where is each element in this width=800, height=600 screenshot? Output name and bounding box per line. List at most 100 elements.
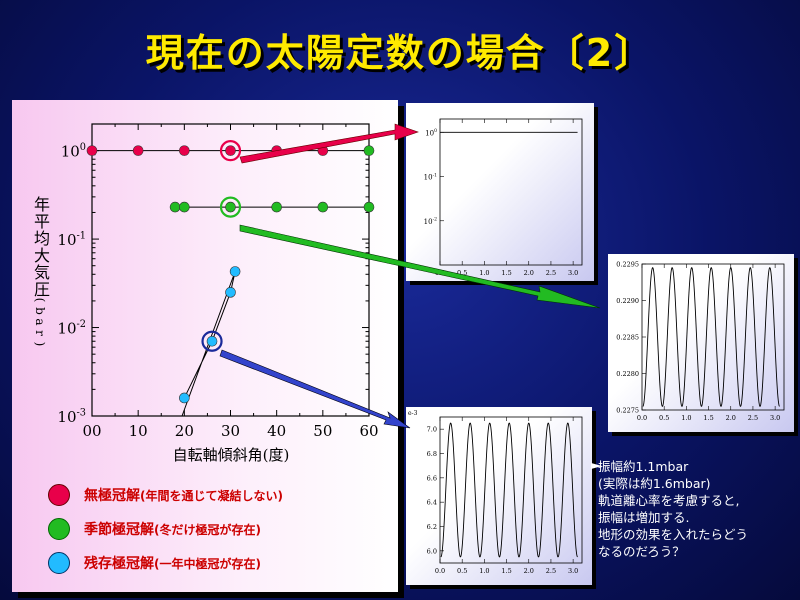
inset-x-tick-label: 0.5 [457, 567, 467, 575]
data-point-series-0 [225, 145, 236, 156]
legend-label-0: 無極冠解 [84, 488, 140, 504]
inset-x-tick-label: 3.0 [770, 414, 780, 422]
data-point-series-1 [179, 201, 190, 213]
inset-x-tick-label: 0.0 [435, 567, 445, 575]
ylabel-char: r [33, 330, 47, 336]
annotation-note: 振幅約1.1mbar (実際は約1.6mbar) 軌道離心率を考慮すると, 振幅… [598, 458, 798, 560]
data-point-series-2 [225, 287, 236, 298]
ylabel-char: 気 [34, 263, 50, 282]
highlight-ring-2 [201, 330, 223, 352]
data-point-series-1 [363, 201, 375, 213]
inset-x-tick-label: 3.0 [568, 567, 578, 575]
inset1-svg: 0.0 0.5 1.0 1.5 2.0 2.5 3.0 100 10-1 10-2 [424, 118, 583, 277]
inset-frame [439, 416, 583, 564]
inset-y-tick-label: 0.2280 [616, 370, 639, 378]
y-tick-label: 10-3 [57, 407, 86, 426]
inset-chart-3: 0.0 0.5 1.0 1.5 2.0 2.5 3.0 6.0 6.2 6.4 6.6 6.8 7.0 e… [406, 407, 592, 585]
x-tick-label: 40 [267, 422, 286, 440]
inset-y-tick-label: 0.2290 [616, 297, 639, 305]
inset-y-tick-label: 6.8 [427, 450, 437, 458]
note-line: 地形の効果を入れたらどう [598, 527, 749, 542]
data-point-series-0 [271, 145, 282, 156]
data-point-series-1 [169, 201, 181, 213]
data-point-series-1 [317, 201, 329, 213]
data-point-series-2 [229, 266, 241, 277]
inset-x-tick-label: 2.5 [546, 567, 556, 575]
data-point-series-2 [206, 335, 218, 347]
ylabel-char: 均 [34, 229, 50, 248]
inset-x-tick-label: 1.0 [479, 567, 489, 575]
ylabel-char: ( [33, 298, 47, 303]
slide-title: 現在の太陽定数の場合〔2〕 [145, 31, 655, 75]
legend: 無極冠解(年間を通じて凝結しない) 季節極冠解(冬だけ極冠が存在) 残存極冠解(… [48, 478, 283, 580]
inset-x-tick-label: 2.5 [748, 414, 758, 422]
inset-y-tick-label: 10-1 [424, 172, 437, 181]
legend-dot-icon [48, 484, 70, 506]
data-point-series-0 [132, 145, 144, 156]
legend-note-0: (年間を通じて凝結しない) [140, 489, 283, 503]
x-tick-label: 50 [313, 422, 332, 440]
inset-y-tick-label: 6.4 [427, 499, 437, 507]
inset-chart-1: 0.0 0.5 1.0 1.5 2.0 2.5 3.0 100 10-1 10-2 [406, 103, 594, 281]
inset-x-tick-label: 2.5 [546, 269, 556, 277]
inset-y-tick-label: 6.6 [427, 474, 437, 482]
legend-label-1: 季節極冠解 [84, 522, 154, 538]
inset-x-tick-label: 0.5 [457, 269, 467, 277]
data-point-series-2 [179, 392, 190, 404]
inset-x-tick-label: 0.0 [637, 414, 647, 422]
ylabel-char: 年 [34, 195, 50, 214]
x-tick-label: 20 [175, 422, 194, 440]
inset-x-tick-label: 1.0 [479, 269, 489, 277]
inset-x-tick-label: 1.5 [703, 414, 713, 422]
inset-chart-2: 0.0 0.5 1.0 1.5 2.0 2.5 3.0 0.2275 0.2280 0.2285 0… [608, 254, 794, 432]
legend-item-0: 無極冠解(年間を通じて凝結しない) [48, 478, 283, 512]
ylabel-char: b [33, 307, 47, 315]
inset2-svg: 0.0 0.5 1.0 1.5 2.0 2.5 3.0 0.2275 0.2280 0.2285 0… [616, 261, 785, 422]
inset-frame [439, 118, 583, 266]
ylabel-char: ) [33, 342, 47, 347]
legend-item-1: 季節極冠解(冬だけ極冠が存在) [48, 512, 283, 546]
ylabel-char: 圧 [34, 280, 50, 299]
x-tick-label: 10 [129, 422, 148, 440]
inset-y-tick-label: 6.2 [427, 523, 437, 531]
inset-x-tick-label: 2.0 [726, 414, 736, 422]
inset-x-tick-label: 1.0 [681, 414, 691, 422]
legend-dot-icon [48, 552, 70, 574]
data-point-series-1 [225, 201, 236, 213]
data-point-series-1 [363, 145, 375, 156]
legend-note-2: (一年中極冠が存在) [154, 557, 261, 571]
inset-y-tick-label: 7.0 [427, 426, 437, 434]
inset-x-tick-label: 2.0 [524, 269, 534, 277]
x-tick-label: 00 [82, 422, 101, 440]
inset-x-tick-label: 1.5 [501, 567, 511, 575]
legend-dot-icon [48, 518, 70, 540]
oscillation-series-line [642, 267, 780, 407]
highlight-ring-1 [219, 196, 242, 218]
ylabel-char: 大 [34, 246, 50, 265]
inset-x-tick-label: 0.5 [659, 414, 669, 422]
ylabel-char: 平 [34, 212, 50, 231]
inset-y-tick-label: 0.2295 [616, 261, 639, 269]
legend-label-2: 残存極冠解 [84, 556, 154, 572]
note-line: 振幅約1.1mbar [598, 459, 689, 474]
inset-x-tick-label: 2.0 [524, 567, 534, 575]
ylabel-char: a [33, 318, 47, 325]
inset-x-tick-label: 0.0 [435, 269, 445, 277]
inset-x-tick-label: 3.0 [568, 269, 578, 277]
inset-y-tick-label: 100 [425, 128, 437, 137]
note-line: (実際は約1.6mbar) [598, 476, 711, 491]
data-point-series-1 [271, 201, 282, 213]
note-line: 振幅は増加する. [598, 510, 690, 525]
data-point-series-0 [179, 145, 190, 156]
note-line: 軌道離心率を考慮すると, [598, 493, 740, 508]
data-point-series-0 [317, 145, 329, 156]
inset-x-tick-label: 1.5 [501, 269, 511, 277]
data-point-series-0 [86, 145, 98, 156]
y-tick-label: 10-2 [57, 319, 86, 338]
inset-y-tick-label: 10-2 [424, 217, 437, 226]
oscillation-series-line [440, 422, 578, 558]
inset-top-label: e-3 [408, 410, 418, 417]
x-tick-label: 30 [221, 422, 240, 440]
legend-item-2: 残存極冠解(一年中極冠が存在) [48, 546, 283, 580]
